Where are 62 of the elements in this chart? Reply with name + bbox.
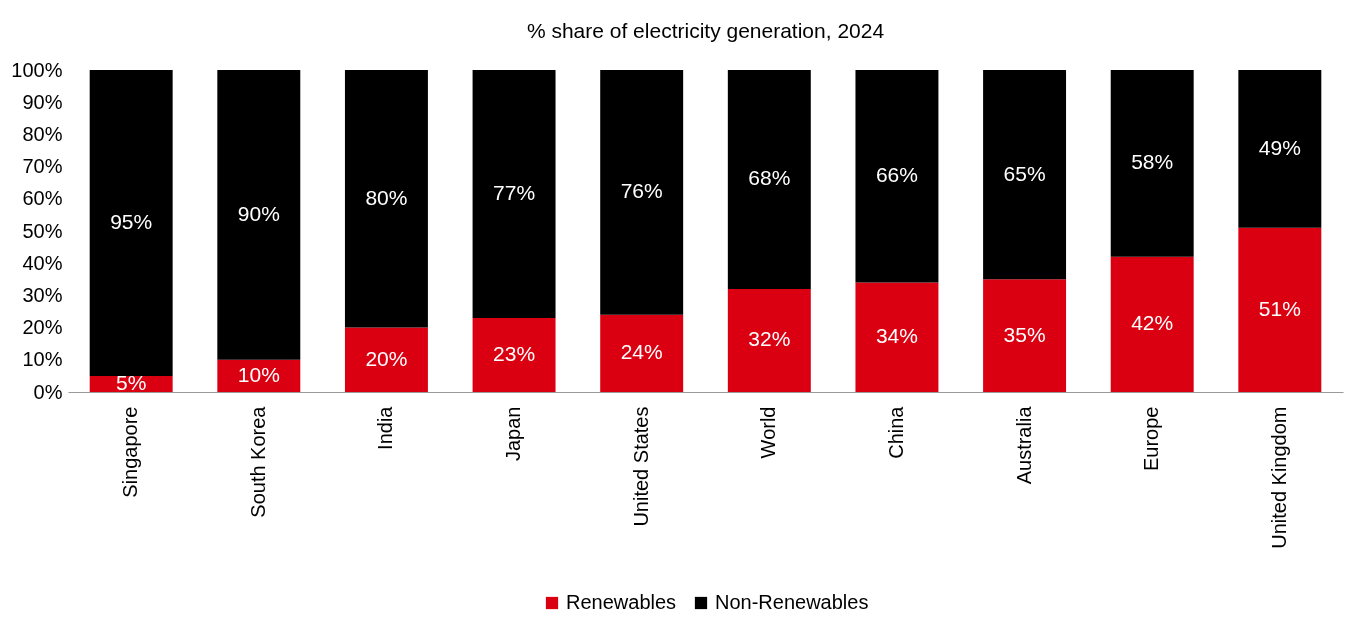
bar: [1110, 70, 1194, 257]
x-tick-label: United Kingdom: [1267, 406, 1290, 549]
data-label: 95%: [110, 209, 153, 233]
bar: [727, 288, 811, 392]
data-label: 5%: [116, 370, 147, 394]
x-tick-label: United States: [629, 406, 652, 527]
bar: [217, 70, 301, 360]
bar: [727, 70, 811, 289]
bar: [600, 70, 684, 315]
data-label: 42%: [1131, 311, 1174, 335]
y-tick-label: 0%: [33, 380, 63, 403]
y-tick-label: 40%: [22, 251, 63, 274]
y-tick-label: 70%: [22, 155, 63, 178]
x-tick-label: Europe: [1140, 406, 1163, 471]
bar: [472, 70, 556, 318]
data-label: 35%: [1003, 322, 1046, 346]
y-tick-label: 10%: [22, 348, 63, 371]
data-label: 24%: [620, 340, 663, 364]
bar: [472, 317, 556, 392]
data-label: 77%: [493, 180, 536, 204]
x-tick-label: India: [374, 405, 397, 450]
y-tick-label: 30%: [22, 283, 63, 306]
y-tick-label: 80%: [22, 122, 63, 145]
y-tick-label: 100%: [11, 58, 63, 81]
data-label: 20%: [365, 346, 408, 370]
data-label: 23%: [493, 341, 536, 365]
data-label: 66%: [875, 163, 918, 187]
y-tick-label: 20%: [22, 316, 63, 339]
bar: [344, 327, 428, 392]
x-tick-label: Singapore: [119, 406, 142, 498]
x-tick-label: China: [884, 405, 907, 459]
bar: [983, 279, 1067, 392]
data-label: 49%: [1258, 135, 1301, 159]
bar: [1238, 227, 1322, 392]
data-label: 51%: [1258, 296, 1301, 320]
legend-label: Renewables: [566, 591, 677, 613]
bar: [983, 70, 1067, 280]
data-label: 65%: [1003, 161, 1046, 185]
bar: [344, 70, 428, 328]
x-tick-label: South Korea: [246, 405, 269, 518]
y-tick-label: 60%: [22, 187, 63, 210]
data-label: 76%: [620, 179, 663, 203]
x-tick-label: Japan: [502, 406, 525, 461]
bar: [855, 282, 939, 392]
chart-title: % share of electricity generation, 2024: [526, 19, 885, 42]
data-label: 10%: [237, 362, 280, 386]
bar: [1238, 70, 1322, 228]
data-label: 58%: [1131, 150, 1174, 174]
bar: [1110, 256, 1194, 392]
data-label: 80%: [365, 185, 408, 209]
x-tick-label: World: [757, 406, 780, 459]
bar: [855, 70, 939, 283]
data-label: 34%: [875, 324, 918, 348]
data-label: 32%: [748, 327, 791, 351]
legend-label: Non-Renewables: [715, 591, 869, 613]
data-label: 90%: [237, 201, 280, 225]
bar: [600, 314, 684, 392]
y-tick-label: 90%: [22, 90, 63, 113]
x-tick-label: Australia: [1012, 405, 1035, 485]
y-tick-label: 50%: [22, 219, 63, 242]
data-label: 68%: [748, 166, 791, 190]
bar: [89, 70, 173, 376]
